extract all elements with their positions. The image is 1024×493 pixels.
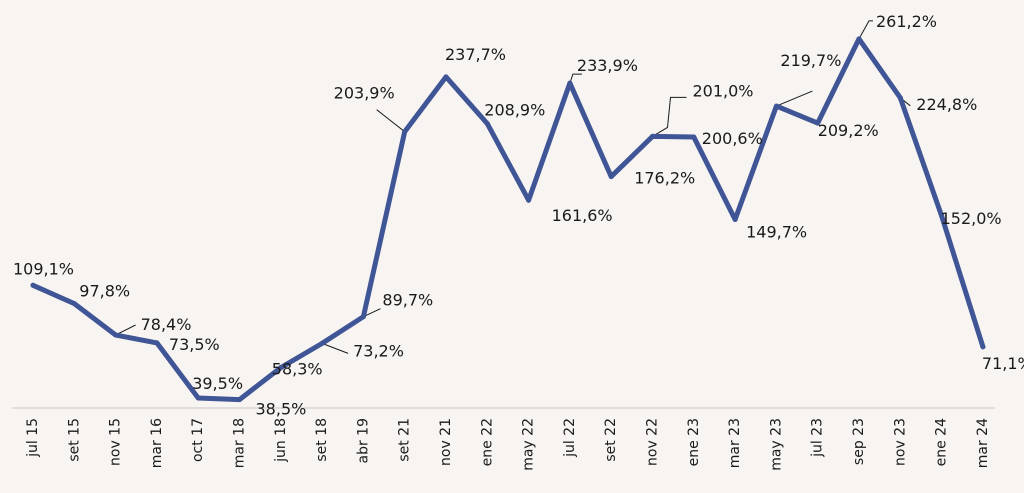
x-tick-label: jul 22	[562, 418, 578, 458]
data-label: 73,2%	[353, 341, 404, 360]
data-point	[856, 36, 862, 42]
x-tick-label: sep 23	[851, 418, 867, 465]
data-label: 209,2%	[818, 121, 879, 140]
data-label: 149,7%	[746, 223, 807, 242]
line-layer	[30, 36, 986, 403]
tick-layer: jul 15 set 15 nov 15 mar 16 oct 17 mar 18 jun …	[25, 418, 991, 471]
label-layer: 109,1% 97,8% 78,4%73,5% 39,5% 38,5% 58,3% 73,2…	[13, 12, 1024, 419]
x-tick-label: ene 22	[479, 418, 495, 466]
data-point	[30, 282, 36, 288]
data-point	[608, 174, 614, 180]
data-point	[319, 340, 325, 346]
data-point	[360, 314, 366, 320]
data-point	[154, 340, 160, 346]
data-label: 58,3%	[272, 360, 323, 379]
data-label: 237,7%	[445, 45, 506, 64]
data-point	[773, 103, 779, 109]
x-tick-label: ene 24	[934, 418, 950, 466]
x-tick-label: set 18	[314, 418, 330, 462]
x-tick-label: may 23	[768, 418, 784, 471]
data-label: 224,8%	[916, 95, 977, 114]
data-point	[113, 332, 119, 338]
data-point	[691, 134, 697, 140]
data-label: 200,6%	[702, 129, 763, 148]
data-point	[732, 216, 738, 222]
data-label: 71,1%	[982, 354, 1024, 373]
x-tick-label: nov 23	[892, 418, 908, 466]
x-tick-label: jul 15	[25, 418, 41, 458]
series-line	[30, 36, 986, 403]
x-tick-label: oct 17	[190, 418, 206, 462]
data-point	[939, 213, 945, 219]
data-label: 201,0%	[693, 81, 754, 100]
x-tick-label: set 22	[603, 418, 619, 462]
leader-line	[321, 342, 349, 354]
data-point	[278, 365, 284, 371]
data-label: 219,7%	[780, 51, 841, 70]
x-tick-label: nov 21	[438, 418, 454, 466]
leader-line	[776, 90, 813, 107]
leader-layer	[115, 20, 911, 354]
data-point	[443, 74, 449, 80]
leader-line	[858, 20, 873, 40]
data-point	[650, 133, 655, 139]
data-label: 261,2%	[876, 12, 937, 31]
x-tick-label: abr 19	[355, 418, 371, 464]
leader-line	[652, 96, 687, 137]
x-tick-label: mar 18	[232, 418, 248, 468]
x-tick-label: set 21	[397, 418, 413, 462]
data-label: 73,5%	[169, 335, 220, 354]
x-tick-label: mar 23	[727, 418, 743, 468]
data-point	[195, 395, 201, 401]
data-label: 161,6%	[552, 206, 613, 225]
data-point	[897, 95, 903, 101]
x-tick-label: jun 18	[273, 418, 289, 463]
x-tick-label: set 15	[66, 418, 82, 462]
x-tick-label: mar 16	[149, 418, 165, 468]
data-label: 39,5%	[192, 374, 243, 393]
leader-line	[376, 109, 406, 133]
data-point	[237, 397, 242, 403]
data-point	[980, 344, 986, 350]
x-tick-label: jul 23	[810, 418, 826, 458]
data-label: 97,8%	[79, 282, 130, 301]
data-label: 152,0%	[941, 209, 1002, 228]
data-label: 78,4%	[141, 315, 192, 334]
data-point	[567, 80, 573, 86]
x-tick-label: nov 22	[645, 418, 661, 466]
data-label: 208,9%	[484, 101, 545, 120]
x-tick-label: ene 23	[686, 418, 702, 466]
x-tick-label: nov 15	[108, 418, 124, 466]
data-label: 176,2%	[634, 169, 695, 188]
data-label: 38,5%	[256, 400, 307, 419]
data-point	[815, 120, 821, 126]
data-label: 89,7%	[382, 291, 433, 310]
data-point	[71, 301, 77, 307]
data-label: 233,9%	[577, 56, 638, 75]
data-point	[402, 129, 408, 135]
data-label: 109,1%	[13, 259, 74, 278]
x-tick-label: mar 24	[975, 418, 991, 468]
leader-line	[569, 73, 582, 84]
data-point	[526, 197, 532, 203]
data-label: 203,9%	[334, 84, 395, 103]
x-tick-label: may 22	[521, 418, 537, 471]
data-point	[484, 121, 490, 127]
